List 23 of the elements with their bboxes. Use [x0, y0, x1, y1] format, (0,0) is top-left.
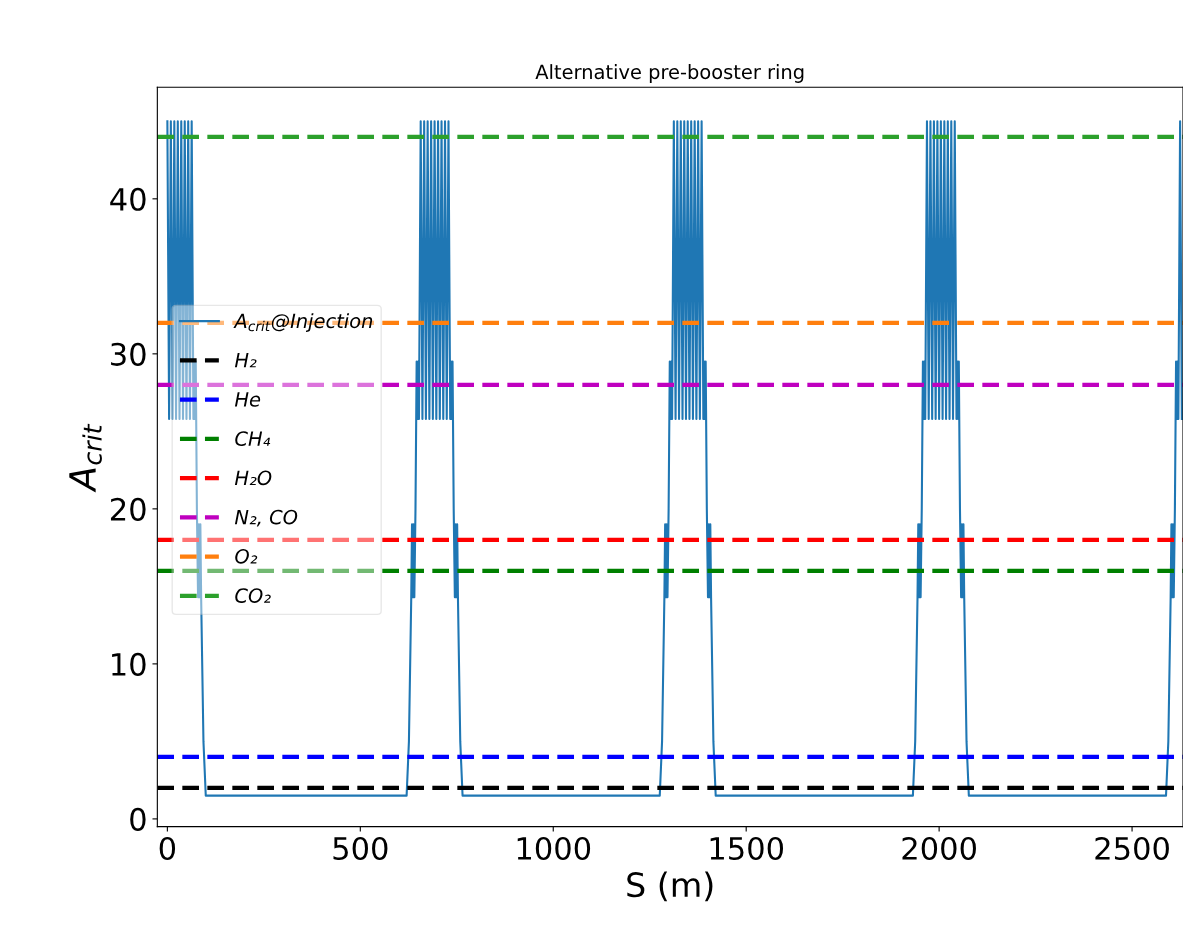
x-tick-label: 500 — [333, 836, 388, 861]
legend-label: H₂ — [234, 353, 257, 368]
y-tick-label: 10 — [112, 652, 146, 676]
legend-label: H₂O — [234, 470, 272, 486]
line-series — [166, 120, 1183, 797]
x-tick-label: 2000 — [902, 836, 976, 861]
x-tick-label: 2500 — [1095, 836, 1169, 861]
legend-label: O₂ — [235, 548, 258, 564]
y-tick-label: 20 — [110, 497, 146, 521]
y-tick-label: 0 — [130, 807, 146, 831]
legend-label: N₂, CO — [234, 509, 298, 527]
x-axis-title: S (m) — [627, 871, 713, 902]
legend-label: He — [234, 392, 261, 407]
legend-label: CH₄ — [235, 431, 271, 446]
y-tick-label: 40 — [110, 187, 146, 211]
x-tick-label: 1000 — [517, 836, 591, 861]
y-axis-title: A$_{crit}$ — [69, 423, 102, 493]
x-tick-label: 1500 — [710, 836, 784, 861]
x-tick-label: 0 — [159, 836, 176, 861]
chart-title: Alternative pre-booster ring — [535, 64, 804, 83]
legend-label: CO₂ — [235, 588, 271, 603]
legend-label: A$_{crit}$@Injection — [233, 313, 373, 332]
y-tick-label: 30 — [111, 342, 146, 366]
